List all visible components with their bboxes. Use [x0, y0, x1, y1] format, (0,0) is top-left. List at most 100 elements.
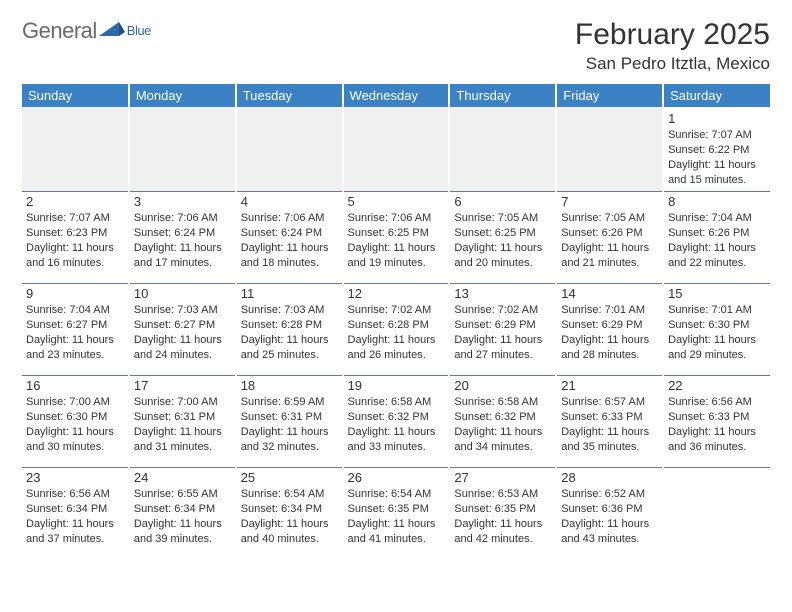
daylight-line: Daylight: 11 hours and 32 minutes. — [241, 425, 338, 455]
sunset-line: Sunset: 6:28 PM — [241, 318, 338, 333]
sunrise-line: Sunrise: 6:59 AM — [241, 395, 338, 410]
sunset-line: Sunset: 6:27 PM — [26, 318, 124, 333]
brand-part2: Blue — [127, 25, 151, 37]
day-cell — [449, 107, 556, 192]
sunset-line: Sunset: 6:30 PM — [26, 410, 124, 425]
day-header: Saturday — [663, 84, 770, 107]
day-cell: 3 Sunrise: 7:06 AMSunset: 6:24 PMDaylight… — [129, 192, 236, 284]
daylight-line: Daylight: 11 hours and 24 minutes. — [134, 333, 231, 363]
sunrise-line: Sunrise: 6:56 AM — [668, 395, 766, 410]
sunset-line: Sunset: 6:34 PM — [241, 502, 338, 517]
day-cell — [22, 107, 129, 192]
sunset-line: Sunset: 6:32 PM — [454, 410, 551, 425]
day-header: Friday — [556, 84, 663, 107]
day-number: 10 — [134, 286, 231, 301]
day-number: 20 — [454, 378, 551, 393]
day-cell: 4Sunrise: 7:06 AMSunset: 6:24 PMDaylight… — [236, 192, 343, 284]
daylight-line: Daylight: 11 hours and 39 minutes. — [134, 517, 231, 547]
sunrise-line: Sunrise: 7:03 AM — [134, 303, 231, 318]
sunrise-line: Sunrise: 7:00 AM — [26, 395, 124, 410]
sunset-line: Sunset: 6:34 PM — [134, 502, 231, 517]
day-number: 22 — [668, 378, 766, 393]
day-info: Sunrise: 7:03 AMSunset: 6:28 PMDaylight:… — [241, 303, 338, 362]
calendar-table: SundayMondayTuesdayWednesdayThursdayFrid… — [22, 84, 770, 560]
day-info: Sunrise: 7:02 AMSunset: 6:29 PMDaylight:… — [454, 303, 551, 362]
daylight-line: Daylight: 11 hours and 41 minutes. — [348, 517, 445, 547]
day-info: Sunrise: 7:06 AMSunset: 6:24 PMDaylight:… — [134, 211, 231, 270]
day-cell: 22Sunrise: 6:56 AMSunset: 6:33 PMDayligh… — [663, 376, 770, 468]
day-cell: 24Sunrise: 6:55 AMSunset: 6:34 PMDayligh… — [129, 468, 236, 560]
sunrise-line: Sunrise: 7:02 AM — [454, 303, 551, 318]
sunrise-line: Sunrise: 7:01 AM — [561, 303, 658, 318]
sunset-line: Sunset: 6:36 PM — [561, 502, 658, 517]
day-info: Sunrise: 7:01 AMSunset: 6:29 PMDaylight:… — [561, 303, 658, 362]
daylight-line: Daylight: 11 hours and 27 minutes. — [454, 333, 551, 363]
sunset-line: Sunset: 6:26 PM — [668, 226, 766, 241]
daylight-line: Daylight: 11 hours and 22 minutes. — [668, 241, 766, 271]
day-header: Tuesday — [236, 84, 343, 107]
sunrise-line: Sunrise: 6:58 AM — [454, 395, 551, 410]
day-number: 26 — [348, 470, 445, 485]
day-info: Sunrise: 6:55 AMSunset: 6:34 PMDaylight:… — [134, 487, 231, 546]
daylight-line: Daylight: 11 hours and 20 minutes. — [454, 241, 551, 271]
daylight-line: Daylight: 11 hours and 18 minutes. — [241, 241, 338, 271]
week-row: 1Sunrise: 7:07 AMSunset: 6:22 PMDaylight… — [22, 107, 770, 192]
day-info: Sunrise: 6:58 AMSunset: 6:32 PMDaylight:… — [454, 395, 551, 454]
day-cell: 19Sunrise: 6:58 AMSunset: 6:32 PMDayligh… — [343, 376, 450, 468]
day-info: Sunrise: 7:02 AMSunset: 6:28 PMDaylight:… — [348, 303, 445, 362]
day-cell: 26 Sunrise: 6:54 AMSunset: 6:35 PMDayligh… — [343, 468, 450, 560]
day-info: Sunrise: 7:00 AMSunset: 6:31 PMDaylight:… — [134, 395, 231, 454]
sunset-line: Sunset: 6:25 PM — [454, 226, 551, 241]
sunset-line: Sunset: 6:24 PM — [134, 226, 231, 241]
sunrise-line: Sunrise: 7:01 AM — [668, 303, 766, 318]
day-cell: 11 Sunrise: 7:03 AMSunset: 6:28 PMDayligh… — [236, 284, 343, 376]
sunrise-line: Sunrise: 6:57 AM — [561, 395, 658, 410]
daylight-line: Daylight: 11 hours and 31 minutes. — [134, 425, 231, 455]
sunset-line: Sunset: 6:35 PM — [454, 502, 551, 517]
sunrise-line: Sunrise: 7:00 AM — [134, 395, 231, 410]
daylight-line: Daylight: 11 hours and 29 minutes. — [668, 333, 766, 363]
day-cell: 25 Sunrise: 6:54 AMSunset: 6:34 PMDayligh… — [236, 468, 343, 560]
daylight-line: Daylight: 11 hours and 33 minutes. — [348, 425, 445, 455]
sunrise-line: Sunrise: 6:53 AM — [454, 487, 551, 502]
daylight-line: Daylight: 11 hours and 17 minutes. — [134, 241, 231, 271]
week-row: 23Sunrise: 6:56 AMSunset: 6:34 PMDayligh… — [22, 468, 770, 560]
day-cell — [556, 107, 663, 192]
daylight-line: Daylight: 11 hours and 16 minutes. — [26, 241, 124, 271]
daylight-line: Daylight: 11 hours and 43 minutes. — [561, 517, 658, 547]
day-number: 18 — [241, 378, 338, 393]
day-cell: 1Sunrise: 7:07 AMSunset: 6:22 PMDaylight… — [663, 107, 770, 192]
day-info: Sunrise: 7:00 AMSunset: 6:30 PMDaylight:… — [26, 395, 124, 454]
day-header: Wednesday — [343, 84, 450, 107]
day-cell: 2Sunrise: 7:07 AMSunset: 6:23 PMDaylight… — [22, 192, 129, 284]
day-number: 19 — [348, 378, 445, 393]
day-cell: 28Sunrise: 6:52 AMSunset: 6:36 PMDayligh… — [556, 468, 663, 560]
day-cell: 12Sunrise: 7:02 AMSunset: 6:28 PMDayligh… — [343, 284, 450, 376]
day-cell: 16Sunrise: 7:00 AMSunset: 6:30 PMDayligh… — [22, 376, 129, 468]
day-number: 6 — [454, 194, 551, 209]
day-cell: 17Sunrise: 7:00 AMSunset: 6:31 PMDayligh… — [129, 376, 236, 468]
day-number: 25 — [241, 470, 338, 485]
day-header: Monday — [129, 84, 236, 107]
sunrise-line: Sunrise: 7:04 AM — [26, 303, 124, 318]
day-cell: 8Sunrise: 7:04 AMSunset: 6:26 PMDaylight… — [663, 192, 770, 284]
day-number: 3 — [134, 194, 231, 209]
sunset-line: Sunset: 6:29 PM — [454, 318, 551, 333]
week-row: 2Sunrise: 7:07 AMSunset: 6:23 PMDaylight… — [22, 192, 770, 284]
sunrise-line: Sunrise: 7:07 AM — [668, 128, 766, 143]
sunset-line: Sunset: 6:26 PM — [561, 226, 658, 241]
sunset-line: Sunset: 6:32 PM — [348, 410, 445, 425]
day-info: Sunrise: 7:03 AMSunset: 6:27 PMDaylight:… — [134, 303, 231, 362]
brand-logo: General Blue — [22, 18, 151, 44]
sunset-line: Sunset: 6:31 PM — [241, 410, 338, 425]
day-number: 11 — [241, 286, 338, 301]
day-info: Sunrise: 6:56 AMSunset: 6:34 PMDaylight:… — [26, 487, 124, 546]
location: San Pedro Itztla, Mexico — [575, 54, 770, 74]
day-cell — [663, 468, 770, 560]
day-info: Sunrise: 6:54 AMSunset: 6:35 PMDaylight:… — [348, 487, 445, 546]
day-info: Sunrise: 7:06 AMSunset: 6:24 PMDaylight:… — [241, 211, 338, 270]
day-number: 9 — [26, 286, 124, 301]
sunset-line: Sunset: 6:33 PM — [668, 410, 766, 425]
day-info: Sunrise: 6:54 AMSunset: 6:34 PMDaylight:… — [241, 487, 338, 546]
sunrise-line: Sunrise: 6:52 AM — [561, 487, 658, 502]
